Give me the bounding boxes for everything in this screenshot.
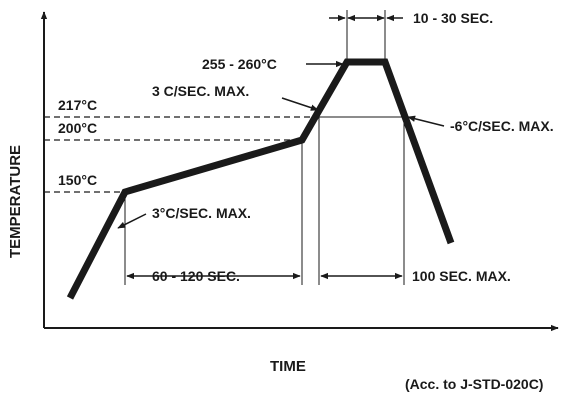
y-axis-title: TEMPERATURE	[7, 145, 24, 258]
x-axis-title: TIME	[270, 358, 306, 375]
standard-note: (Acc. to J-STD-020C)	[405, 376, 543, 392]
soak-time-label: 60 - 120 SEC.	[152, 268, 240, 284]
temp-150-label: 150°C	[58, 172, 97, 188]
temp-200-label: 200°C	[58, 120, 97, 136]
ramp-to-peak-pointer	[281, 97, 319, 111]
ramp-to-peak-label: 3 C/SEC. MAX.	[152, 83, 249, 99]
temperature-profile-line	[66, 58, 455, 300]
peak-temperature-label: 255 - 260°C	[202, 56, 277, 72]
ramp-down-pointer	[407, 115, 445, 127]
ramp-up-pointer	[117, 213, 147, 229]
ramp-up-label: 3°C/SEC. MAX.	[152, 205, 251, 221]
liquidus-time-label: 100 SEC. MAX.	[412, 268, 511, 284]
dwell-time-label: 10 - 30 SEC.	[413, 10, 493, 26]
ramp-down-label: -6°C/SEC. MAX.	[450, 118, 554, 134]
temp-217-label: 217°C	[58, 97, 97, 113]
